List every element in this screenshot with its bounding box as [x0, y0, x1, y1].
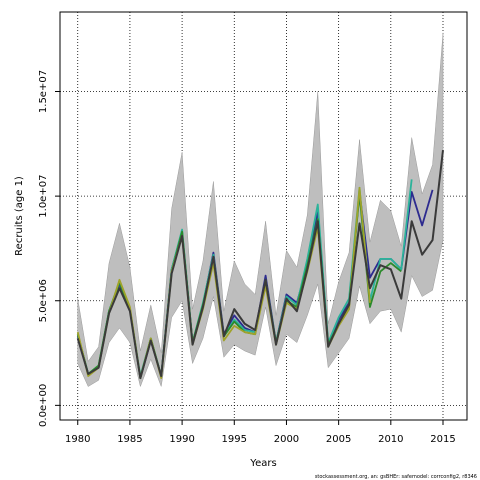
- x-tick-label: 2005: [326, 434, 351, 445]
- y-axis-title: Recruits (age 1): [14, 176, 25, 256]
- x-tick-label: 2010: [378, 434, 403, 445]
- footer-note: stockassessment.org, an: gsBHEr: safemod…: [315, 474, 477, 480]
- x-tick-label: 1985: [117, 434, 142, 445]
- x-tick-label: 2015: [430, 434, 455, 445]
- x-tick-label: 1990: [169, 434, 194, 445]
- x-tick-label: 1995: [222, 434, 247, 445]
- x-tick-label: 1980: [65, 434, 90, 445]
- y-tick-label: 1.5e+07: [38, 70, 49, 113]
- y-tick-label: 0.0e+00: [38, 384, 49, 427]
- x-axis-ticks: 1980 1985 1990 1995 2000 2005 2010 2015: [65, 420, 456, 445]
- series-line-1: [76, 149, 444, 380]
- series-lines-layer: [76, 149, 444, 380]
- y-tick-label: 1.0e+07: [38, 175, 49, 218]
- x-tick-label: 2000: [274, 434, 299, 445]
- plot-frame: [59, 11, 468, 421]
- y-axis-ticks: 0.0e+00 5.0e+06 1.0e+07 1.5e+07: [38, 70, 60, 427]
- x-axis-title: Years: [249, 458, 276, 469]
- y-tick-label: 5.0e+06: [38, 279, 49, 322]
